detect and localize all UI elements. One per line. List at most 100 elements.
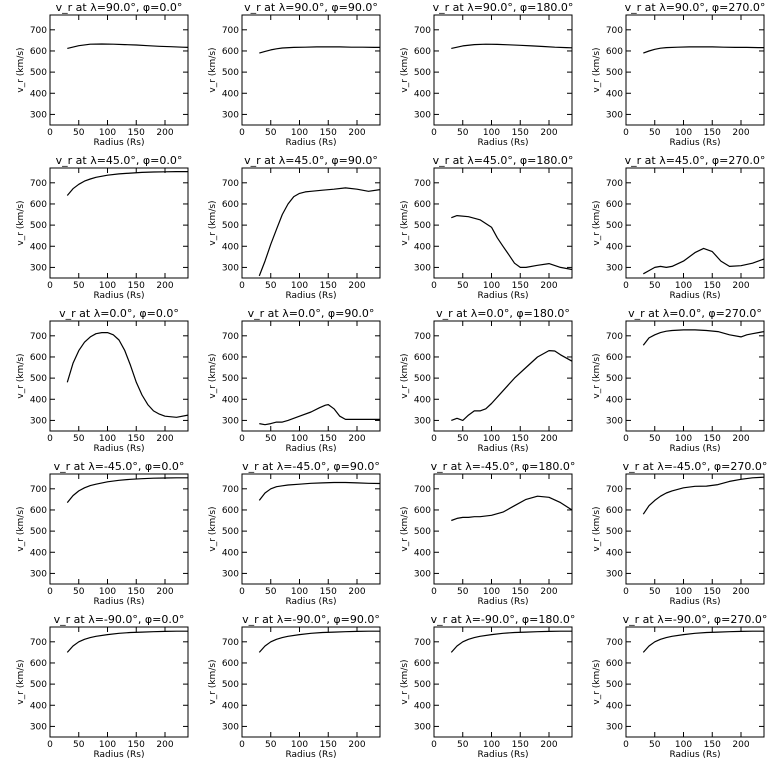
x-axis-label: Radius (Rs): [669, 750, 720, 760]
x-tick-label: 200: [540, 587, 557, 597]
x-axis-label: Radius (Rs): [477, 291, 528, 301]
y-tick-label: 500: [414, 68, 431, 78]
plot-frame: [625, 320, 765, 432]
y-axis-label: v_r (km/s): [16, 659, 26, 704]
plot-frame: [433, 626, 573, 738]
y-tick-label: 300: [606, 722, 623, 732]
y-axis-label: v_r (km/s): [400, 200, 410, 245]
y-tick-label: 400: [606, 548, 623, 558]
x-tick-label: 100: [483, 128, 500, 138]
x-tick-label: 150: [128, 128, 145, 138]
x-tick-label: 150: [704, 434, 721, 444]
x-tick-label: 150: [512, 281, 529, 291]
y-tick-label: 400: [606, 701, 623, 711]
y-tick-label: 500: [30, 374, 47, 384]
y-tick-label: 400: [222, 548, 239, 558]
plot-frame: [625, 626, 765, 738]
panel-17: v_r at λ=-90.0°, φ=0.0° 0 50 100 150 200 300 40…: [16, 613, 189, 760]
plot-frame: [241, 167, 381, 279]
y-tick-label: 500: [30, 680, 47, 690]
y-tick-label: 600: [30, 47, 47, 57]
x-axis-label: Radius (Rs): [93, 750, 144, 760]
x-axis-label: Radius (Rs): [477, 597, 528, 607]
y-tick-label: 300: [30, 416, 47, 426]
y-tick-label: 700: [606, 638, 623, 648]
panel-5: v_r at λ=45.0°, φ=0.0° 0 50 100 150 200 300 400…: [16, 154, 189, 301]
plot-frame: [49, 626, 189, 738]
x-axis-label: Radius (Rs): [669, 597, 720, 607]
x-tick-label: 200: [540, 128, 557, 138]
x-tick-label: 200: [540, 740, 557, 750]
y-tick-label: 500: [30, 527, 47, 537]
y-tick-label: 500: [222, 527, 239, 537]
plot-frame: [49, 167, 189, 279]
y-tick-label: 400: [222, 395, 239, 405]
x-tick-label: 150: [128, 740, 145, 750]
y-tick-label: 400: [222, 242, 239, 252]
y-tick-label: 500: [222, 374, 239, 384]
x-tick-label: 100: [483, 587, 500, 597]
y-tick-label: 300: [606, 110, 623, 120]
y-tick-label: 600: [606, 353, 623, 363]
y-tick-label: 600: [606, 506, 623, 516]
x-tick-label: 50: [73, 740, 85, 750]
x-tick-label: 50: [73, 128, 85, 138]
x-tick-label: 200: [156, 434, 173, 444]
x-tick-label: 100: [99, 434, 116, 444]
panel-title: v_r at λ=-90.0°, φ=180.0°: [431, 613, 576, 626]
y-axis-label: v_r (km/s): [208, 47, 218, 92]
x-tick-label: 150: [512, 740, 529, 750]
series-line: [451, 495, 573, 522]
y-axis-label: v_r (km/s): [400, 659, 410, 704]
x-tick-label: 150: [320, 281, 337, 291]
y-tick-label: 700: [30, 179, 47, 189]
panel-title: v_r at λ=90.0°, φ=180.0°: [433, 1, 574, 14]
y-tick-label: 600: [414, 47, 431, 57]
x-axis-label: Radius (Rs): [477, 750, 528, 760]
y-tick-label: 700: [414, 485, 431, 495]
x-tick-label: 200: [732, 128, 749, 138]
panel-title: v_r at λ=0.0°, φ=90.0°: [248, 307, 375, 320]
y-tick-label: 400: [30, 548, 47, 558]
y-tick-label: 600: [222, 353, 239, 363]
y-axis-label: v_r (km/s): [16, 200, 26, 245]
series-line: [259, 46, 380, 54]
x-axis-label: Radius (Rs): [285, 444, 336, 454]
y-tick-label: 300: [30, 110, 47, 120]
plot-frame: [625, 473, 765, 585]
x-tick-label: 150: [512, 587, 529, 597]
y-tick-label: 700: [414, 26, 431, 36]
panel-4: v_r at λ=90.0°, φ=270.0° 0 50 100 150 200 300 4…: [592, 1, 765, 148]
panel-title: v_r at λ=45.0°, φ=90.0°: [244, 154, 378, 167]
y-axis-label: v_r (km/s): [208, 506, 218, 551]
series-line: [643, 247, 765, 275]
x-tick-label: 50: [265, 587, 277, 597]
x-tick-label: 0: [47, 434, 53, 444]
y-axis-label: v_r (km/s): [400, 506, 410, 551]
y-tick-label: 300: [414, 416, 431, 426]
x-tick-label: 200: [156, 587, 173, 597]
series-line: [66, 630, 188, 653]
y-tick-label: 300: [30, 263, 47, 273]
panel-title: v_r at λ=90.0°, φ=90.0°: [244, 1, 378, 14]
series-line: [451, 43, 573, 49]
panel-8: v_r at λ=45.0°, φ=270.0° 0 50 100 150 200 300 4…: [592, 154, 765, 301]
y-axis-label: v_r (km/s): [208, 200, 218, 245]
panel-16: v_r at λ=-45.0°, φ=270.0° 0 50 100 150 200 300…: [592, 460, 767, 607]
y-tick-label: 600: [222, 200, 239, 210]
y-tick-label: 600: [606, 200, 623, 210]
series-line: [642, 329, 765, 346]
x-tick-label: 0: [431, 740, 437, 750]
panel-title: v_r at λ=-90.0°, φ=0.0°: [54, 613, 185, 626]
panel-title: v_r at λ=45.0°, φ=270.0°: [625, 154, 766, 167]
y-tick-label: 600: [30, 659, 47, 669]
x-tick-label: 150: [320, 434, 337, 444]
series-line: [66, 171, 188, 196]
x-tick-label: 50: [649, 128, 661, 138]
x-tick-label: 200: [540, 281, 557, 291]
y-axis-label: v_r (km/s): [592, 353, 602, 398]
panel-6: v_r at λ=45.0°, φ=90.0° 0 50 100 150 200 300 40…: [208, 154, 381, 301]
x-tick-label: 150: [320, 128, 337, 138]
x-tick-label: 200: [348, 587, 365, 597]
